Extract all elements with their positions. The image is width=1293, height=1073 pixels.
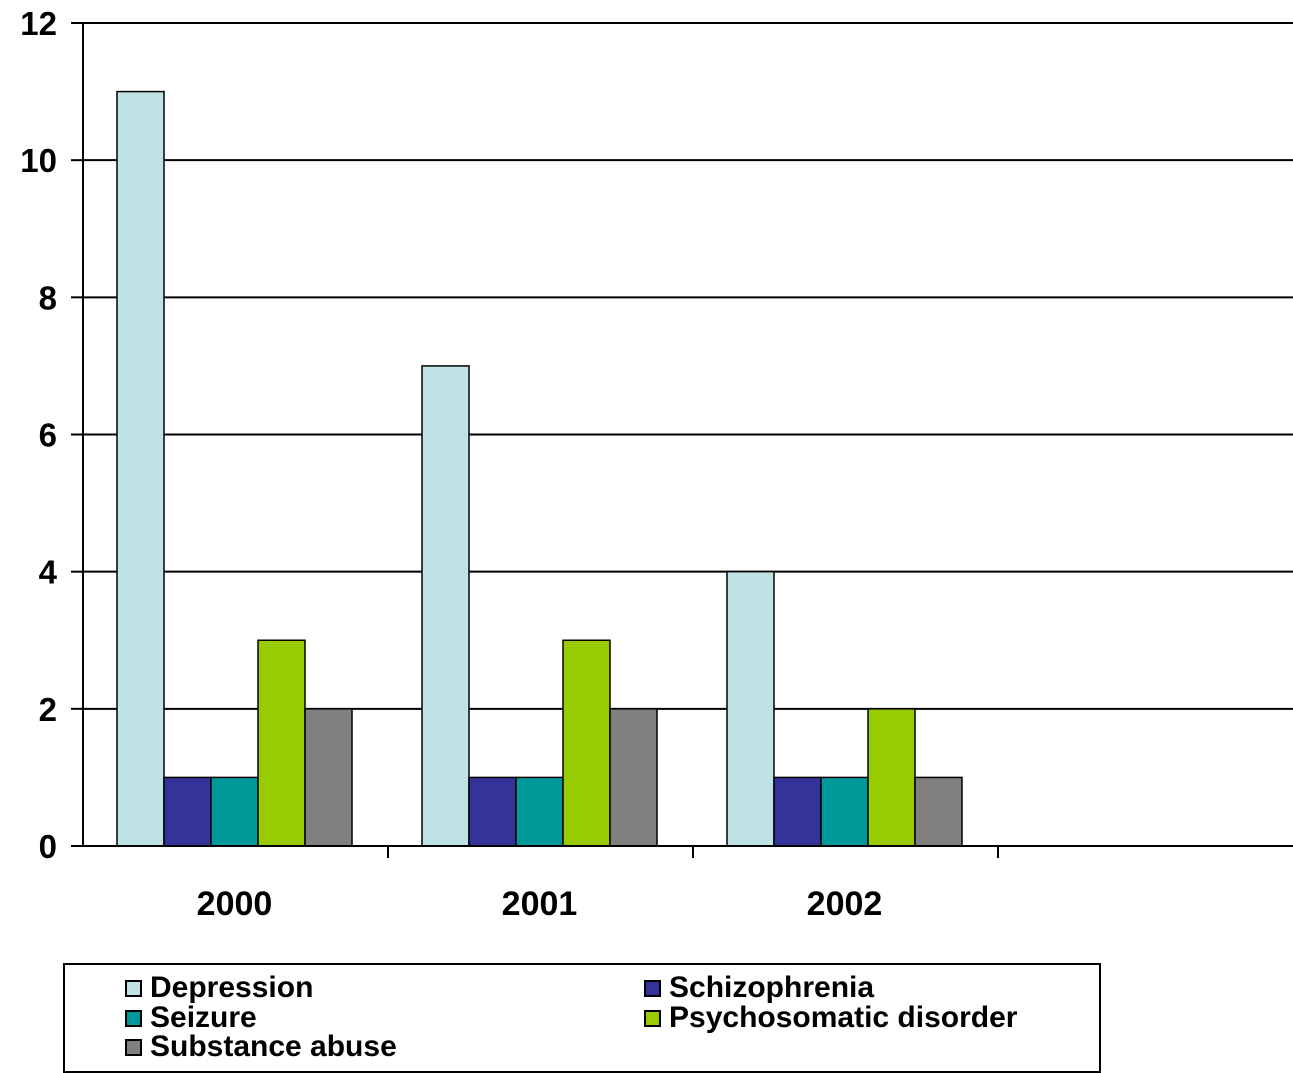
legend-label-depression: Depression xyxy=(150,971,314,1004)
legend: Depression Schizophrenia Seizure Psychos… xyxy=(63,963,1101,1073)
bar-substance-abuse-2001 xyxy=(609,708,658,847)
bar-chart: 0 2 4 6 8 10 12 2000 2001 2002 xyxy=(20,5,1293,923)
bar-schizophrenia-2000 xyxy=(163,776,212,847)
bar-psychosomatic-disorder-2001 xyxy=(562,639,611,847)
legend-item-schizophrenia: Schizophrenia xyxy=(644,971,875,1004)
bar-substance-abuse-2002 xyxy=(914,776,963,847)
y-tick-label-12: 12 xyxy=(20,5,57,42)
legend-item-seizure: Seizure xyxy=(125,1001,257,1034)
bar-seizure-2000 xyxy=(210,776,259,847)
y-tick-labels: 0 2 4 6 8 10 12 xyxy=(20,5,57,865)
category-label-2001: 2001 xyxy=(502,885,578,923)
legend-label-substance-abuse: Substance abuse xyxy=(150,1030,397,1063)
y-tick-label-6: 6 xyxy=(39,417,57,454)
y-tick-label-2: 2 xyxy=(39,691,57,728)
legend-label-seizure: Seizure xyxy=(150,1001,257,1034)
y-tick-label-0: 0 xyxy=(39,828,57,865)
bar-substance-abuse-2000 xyxy=(304,708,353,847)
gridlines xyxy=(83,22,1293,710)
legend-label-schizophrenia: Schizophrenia xyxy=(669,971,875,1004)
legend-label-psychosomatic-disorder: Psychosomatic disorder xyxy=(669,1001,1018,1034)
legend-swatch-schizophrenia xyxy=(644,979,661,997)
category-label-2000: 2000 xyxy=(197,885,273,923)
axes xyxy=(71,22,1293,858)
bar-depression-2001 xyxy=(421,365,470,847)
bar-psychosomatic-disorder-2000 xyxy=(257,639,306,847)
y-tick-label-8: 8 xyxy=(39,279,57,316)
legend-swatch-seizure xyxy=(125,1009,142,1027)
legend-swatch-substance-abuse xyxy=(125,1038,142,1056)
legend-swatch-psychosomatic-disorder xyxy=(644,1009,661,1027)
bar-depression-2002 xyxy=(726,570,775,847)
legend-item-depression: Depression xyxy=(125,971,314,1004)
legend-item-substance-abuse: Substance abuse xyxy=(125,1030,397,1063)
category-labels: 2000 2001 2002 xyxy=(197,885,883,923)
bar-depression-2000 xyxy=(116,90,165,847)
bar-schizophrenia-2001 xyxy=(468,776,517,847)
y-tick-label-10: 10 xyxy=(20,142,57,179)
bar-seizure-2002 xyxy=(820,776,869,847)
bar-psychosomatic-disorder-2002 xyxy=(867,708,916,847)
legend-swatch-depression xyxy=(125,979,142,997)
legend-item-psychosomatic-disorder: Psychosomatic disorder xyxy=(644,1001,1018,1034)
bars xyxy=(116,90,963,847)
y-tick-label-4: 4 xyxy=(39,554,58,591)
bar-schizophrenia-2002 xyxy=(773,776,822,847)
category-label-2002: 2002 xyxy=(807,885,883,923)
bar-seizure-2001 xyxy=(515,776,564,847)
